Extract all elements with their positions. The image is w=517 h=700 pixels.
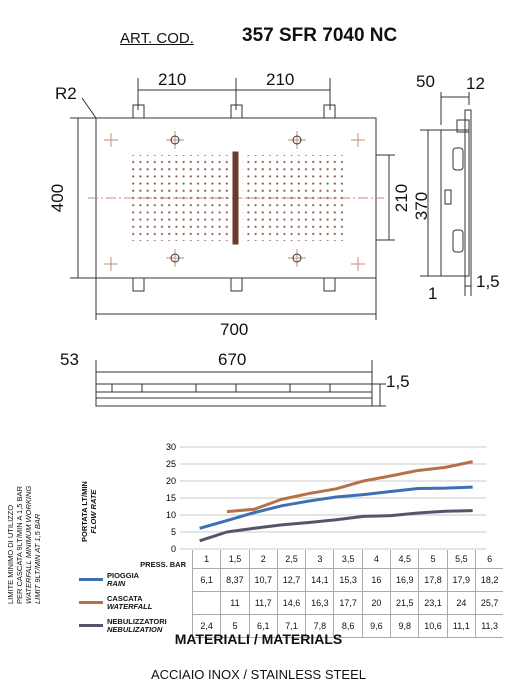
dim-side-top: 50 [416,72,435,91]
y-tick-label: 10 [166,510,176,520]
dim-left-width: 210 [158,70,187,89]
article-code-label: ART. COD. [120,30,194,47]
dim-height: 400 [48,183,68,213]
dim-side-height: 370 [412,191,432,221]
table-row-nebulization: NEBULIZZATORI NEBULIZATION 2,4 5 6,1 7,1 … [79,614,504,638]
pressure-cell: 5 [418,550,448,569]
chart-ylabel: PORTATA LT/MIN FLOW RATE [80,481,98,542]
right-nozzle-grid [242,155,343,241]
table-xlabel: PRESS. BAR [140,559,186,569]
materials-title: MATERIALI / MATERIALS [174,631,343,647]
series-line-nebulization [199,509,473,543]
pressure-cell: 5,5 [446,550,476,569]
pressure-cell: 6 [474,550,504,569]
article-code-value: 357 SFR 7040 NC [242,25,398,46]
y-tick-label: 15 [166,493,176,503]
value-cell: 5 [220,614,250,638]
y-tick-label: 20 [166,476,176,486]
side-view-outline [440,129,470,277]
y-tick-label: 0 [171,544,176,552]
dim-total-width: 700 [220,320,249,339]
radius-label: R2 [55,84,77,103]
front-view-outline [95,383,373,407]
value-cell: 11,7 [248,591,278,615]
value-cell: 7,1 [276,614,306,638]
pressure-cell: 1,5 [220,550,250,569]
value-cell: 16,3 [305,591,334,615]
series-legend-waterfall: CASCATA WATERFALL [79,592,193,615]
value-cell: 8,6 [333,614,363,638]
pressure-cell: 3,5 [333,550,363,569]
value-cell: 24 [446,591,476,615]
pressure-cell: 1 [191,550,221,569]
flow-rate-table: PRESS. BAR 1 1,5 2 2,5 3 3,5 4 4,5 5 5,5… [79,550,504,638]
value-cell: 9,6 [361,614,391,638]
series-legend-nebulization: NEBULIZZATORI NEBULIZATION [79,615,193,638]
value-cell: 23,1 [418,591,448,615]
pressure-cell: 2 [248,550,278,569]
series-line-waterfall [226,460,473,514]
value-cell: 16,9 [390,568,419,592]
table-row-rain: PIOGGIA RAIN 6,1 8,37 10,7 12,7 14,1 15,3… [79,568,504,592]
value-cell: 18,2 [474,568,504,592]
value-cell: 20 [361,591,391,615]
dim-side-right: 12 [466,74,485,93]
value-cell: 15,3 [333,568,363,592]
value-cell: 12,7 [276,568,306,592]
value-cell [191,591,221,615]
technical-drawing [70,78,472,407]
pressure-cell: 4 [361,550,391,569]
pressure-cell: 4,5 [390,550,419,569]
value-cell: 17,7 [333,591,363,615]
value-cell: 11,3 [474,614,504,638]
flow-rate-chart: 0 5 10 15 20 25 30 [166,442,487,552]
value-cell: 10,7 [248,568,278,592]
pressure-cell: 3 [305,550,334,569]
dim-inner-height: 210 [392,183,412,213]
series-line-rain [199,485,473,530]
y-tick-label: 30 [166,442,176,452]
dim-front-left: 53 [60,350,79,369]
value-cell: 2,4 [191,614,221,638]
dim-side-bottom-left: 1 [428,284,438,303]
value-cell: 11,1 [446,614,476,638]
dim-front-right: 1,5 [386,372,410,391]
dim-front-width: 670 [218,350,247,369]
value-cell: 25,7 [474,591,504,615]
y-tick-label: 5 [171,527,176,537]
table-row-waterfall: CASCATA WATERFALL 11 11,7 14,6 16,3 17,7 … [79,591,504,615]
value-cell: 6,1 [191,568,221,592]
minimum-limit-note: LIMITE MINIMO DI UTILIZZO PER CASCATA 9L… [6,485,42,604]
value-cell: 9,8 [390,614,419,638]
value-cell: 8,37 [220,568,250,592]
pressure-cell: 2,5 [276,550,306,569]
value-cell: 21,5 [390,591,419,615]
value-cell: 14,1 [305,568,334,592]
value-cell: 17,9 [446,568,476,592]
value-cell: 10,6 [418,614,448,638]
materials-value: ACCIAIO INOX / STAINLESS STEEL [150,667,367,682]
y-tick-label: 25 [166,459,176,469]
value-cell: 11 [220,591,250,615]
dim-side-bottom-right: 1,5 [476,272,500,291]
value-cell: 17,8 [418,568,448,592]
left-nozzle-grid [130,155,230,241]
value-cell: 7,8 [305,614,334,638]
value-cell: 16 [361,568,391,592]
series-legend-rain: PIOGGIA RAIN [79,569,193,592]
dim-right-width: 210 [266,70,295,89]
value-cell: 6,1 [248,614,278,638]
value-cell: 14,6 [276,591,306,615]
